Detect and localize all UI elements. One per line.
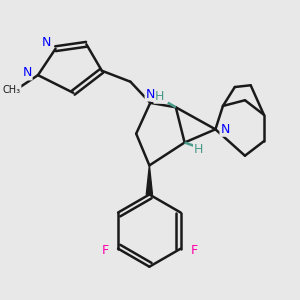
Text: F: F [190,244,197,257]
Text: N: N [146,88,155,100]
Text: N: N [42,36,51,49]
Text: N: N [220,123,230,136]
Polygon shape [146,165,152,194]
Text: CH₃: CH₃ [2,85,21,95]
Text: H: H [194,142,203,156]
Text: H: H [154,90,164,103]
Text: N: N [22,66,32,80]
Text: F: F [101,244,109,257]
